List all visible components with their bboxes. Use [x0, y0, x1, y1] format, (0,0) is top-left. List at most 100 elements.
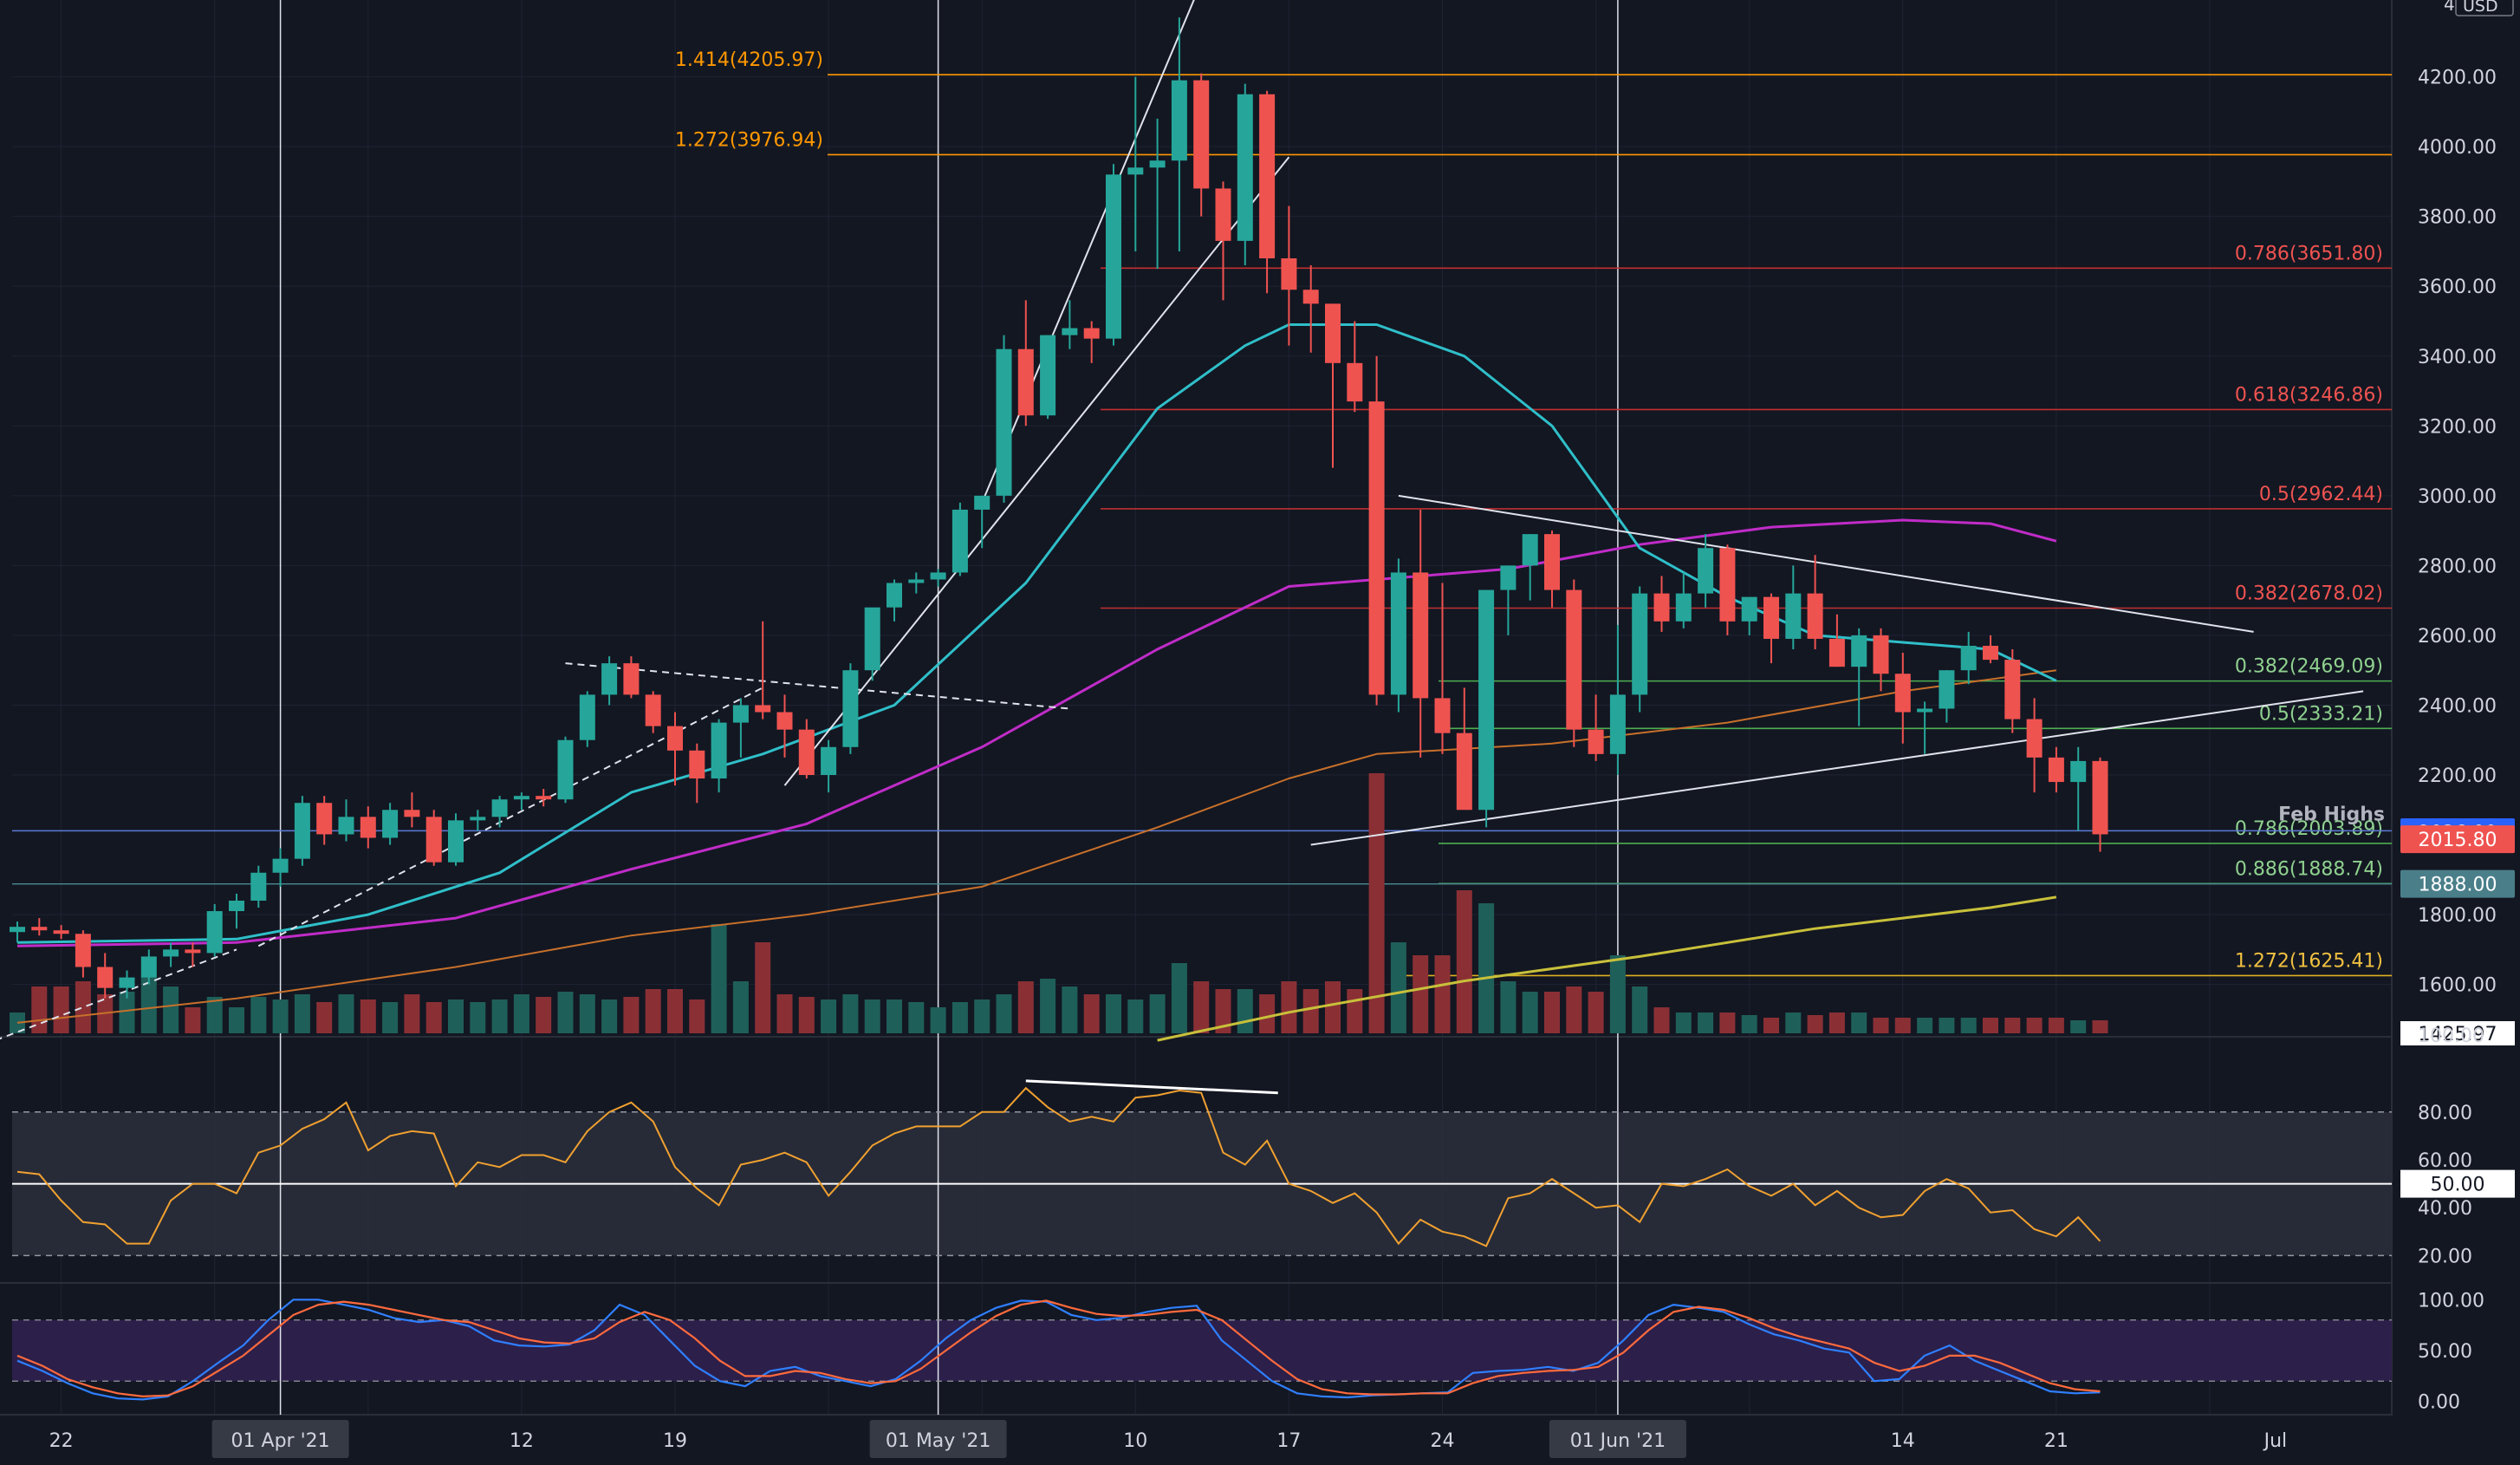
candle-body — [1171, 80, 1187, 161]
volume-bar — [185, 1007, 201, 1033]
time-tick-label: 01 Apr '21 — [231, 1430, 330, 1452]
candle-body — [689, 750, 705, 779]
fib-level-label: 0.382(2678.02) — [2235, 583, 2383, 605]
volume-bar — [1302, 989, 1319, 1033]
bottom-price-badge — [2400, 1021, 2515, 1045]
volume-bar — [1390, 942, 1406, 1033]
candle-body — [1894, 674, 1911, 713]
price-tick-label: 3000.00 — [2418, 486, 2497, 508]
candle-body — [1807, 593, 1823, 639]
volume-bar — [382, 1002, 399, 1033]
volume-bar — [2026, 1018, 2043, 1033]
time-tick-label: 22 — [49, 1430, 74, 1452]
volume-bar — [1917, 1018, 1933, 1033]
volume-bar — [448, 999, 464, 1033]
time-tick-label: 14 — [1891, 1430, 1915, 1452]
volume-bar — [1325, 981, 1341, 1033]
currency-label[interactable]: USD — [2463, 0, 2498, 16]
volume-bar — [1281, 981, 1297, 1033]
candle-body — [1413, 572, 1429, 699]
volume-bar — [513, 994, 529, 1033]
rsi-tick-label: 60.00 — [2418, 1150, 2472, 1172]
fib-level-label: 0.618(3246.86) — [2235, 384, 2383, 406]
candle-body — [1741, 596, 1757, 622]
candle-body — [1588, 729, 1604, 754]
volume-bar — [2070, 1020, 2087, 1033]
volume-bar — [536, 997, 552, 1033]
candle-body — [1456, 732, 1472, 811]
candle-body — [382, 810, 399, 838]
fib-level-label: 1.272(1625.41) — [2235, 950, 2383, 972]
volume-bars — [10, 773, 2108, 1033]
price-tick-label: 3800.00 — [2418, 207, 2497, 229]
candle-body — [1500, 565, 1517, 590]
candle-body — [908, 579, 925, 583]
volume-bar — [75, 981, 91, 1033]
volume-bar — [404, 994, 420, 1033]
ema50-line — [16, 518, 2057, 947]
candle-body — [1763, 596, 1779, 639]
volume-bar — [1259, 994, 1276, 1033]
volume-bar — [1566, 986, 1582, 1033]
stoch-tick-label: 0.00 — [2418, 1392, 2460, 1414]
currency-box[interactable] — [2455, 0, 2514, 16]
volume-bar — [1939, 1018, 1955, 1033]
volume-bar — [1413, 955, 1429, 1033]
stoch-k-line — [16, 1299, 2101, 1401]
time-tick-label: 19 — [663, 1430, 687, 1452]
fib-level-label: 0.786(3651.80) — [2235, 243, 2383, 264]
time-axis-highlight — [869, 1420, 1007, 1458]
fib-level-label: 0.5(2962.44) — [2259, 484, 2383, 505]
volume-bar — [1347, 989, 1363, 1033]
volume-bar — [2004, 1018, 2021, 1033]
volume-bar — [557, 992, 574, 1033]
price-axis-top-label: 4 — [2444, 0, 2455, 15]
volume-bar — [119, 992, 135, 1033]
volume-bar — [1544, 992, 1560, 1033]
volume-bar — [1193, 981, 1210, 1033]
volume-bar — [951, 1002, 968, 1033]
candle-body — [163, 949, 179, 957]
volume-bar — [2092, 1020, 2108, 1033]
candle-body — [711, 722, 727, 779]
candle-body — [448, 820, 464, 863]
volume-bar — [360, 999, 376, 1033]
fib-level-label: 1.272(3976.94) — [675, 129, 823, 151]
candle-body — [360, 817, 376, 838]
candle-body — [1544, 534, 1560, 590]
candle-body — [930, 572, 946, 580]
volume-bar — [1675, 1012, 1692, 1033]
volume-bar — [842, 994, 859, 1033]
candle-body — [10, 927, 25, 933]
volume-bar — [1215, 989, 1231, 1033]
candle-body — [119, 977, 135, 988]
candle-body — [185, 949, 201, 954]
candle-body — [536, 796, 552, 800]
candle-body — [1302, 290, 1319, 304]
candle-body — [1719, 548, 1736, 622]
candle-body — [1939, 670, 1955, 709]
candle-body — [1785, 593, 1802, 639]
candle-body — [1632, 593, 1648, 695]
candle-body — [776, 712, 793, 730]
fib-level-label: 0.5(2333.21) — [2259, 703, 2383, 725]
candle-body — [1062, 328, 1078, 335]
ema200-line — [1157, 895, 2057, 1042]
rsi-tick-label: 20.00 — [2418, 1246, 2472, 1267]
candle-body — [732, 705, 749, 723]
volume-bar — [1785, 1012, 1802, 1033]
candle-body — [338, 817, 354, 835]
volume-bar — [140, 976, 157, 1033]
volume-bar — [1062, 986, 1078, 1033]
volume-bar — [1127, 999, 1144, 1033]
candle-body — [513, 796, 529, 800]
candle-body — [1127, 167, 1144, 175]
price-tick-label: 2200.00 — [2418, 765, 2497, 787]
candle-body — [425, 817, 442, 863]
candle-body — [470, 817, 486, 821]
candle-body — [623, 663, 640, 695]
rsi-top-tick: 100.00 — [2418, 1026, 2484, 1047]
rsi-divergence-line — [1025, 1079, 1278, 1095]
volume-bar — [667, 989, 683, 1033]
